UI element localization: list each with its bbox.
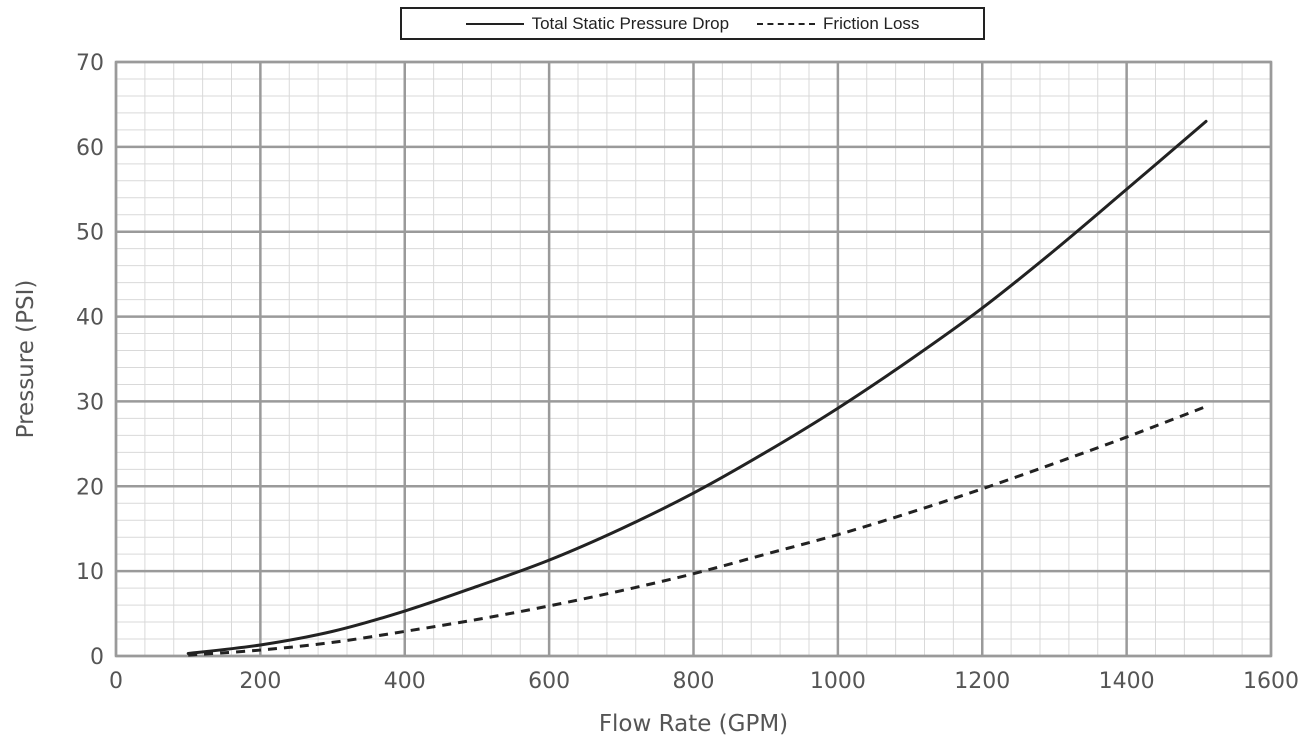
plot-frame xyxy=(114,60,1273,658)
y-tick-label: 30 xyxy=(76,390,104,415)
x-axis-title: Flow Rate (GPM) xyxy=(599,711,788,737)
y-tick-label: 60 xyxy=(76,136,104,161)
legend-item-friction-loss: Friction Loss xyxy=(757,14,919,34)
y-tick-label: 20 xyxy=(76,475,104,500)
legend-item-total-static-pressure-drop: Total Static Pressure Drop xyxy=(465,13,730,34)
y-axis-title: Pressure (PSI) xyxy=(13,280,39,439)
y-tick-label: 0 xyxy=(90,645,104,670)
y-tick-label: 50 xyxy=(76,221,104,246)
series-total-static-pressure-drop-line xyxy=(186,119,1208,655)
x-tick-label: 800 xyxy=(673,669,715,694)
legend-label: Friction Loss xyxy=(823,13,920,33)
x-tick-label: 400 xyxy=(384,669,426,694)
x-tick-label: 1400 xyxy=(1099,669,1155,694)
x-tick-label: 1000 xyxy=(810,669,866,694)
y-tick-label: 70 xyxy=(76,51,104,76)
series-friction-loss-line xyxy=(188,405,1207,657)
x-tick-label: 1200 xyxy=(954,669,1010,694)
legend-label: Total Static Pressure Drop xyxy=(531,13,730,33)
legend-dashed-line-swatch xyxy=(757,22,816,25)
x-tick-label: 0 xyxy=(109,669,123,694)
x-tick-label: 600 xyxy=(528,669,570,694)
legend-solid-line-swatch xyxy=(465,22,524,25)
series-layer xyxy=(186,119,1208,657)
y-tick-label: 40 xyxy=(76,306,104,331)
legend: Total Static Pressure Drop Friction Loss xyxy=(400,7,985,40)
x-tick-label: 200 xyxy=(239,669,281,694)
y-tick-label: 10 xyxy=(76,560,104,585)
x-tick-label: 1600 xyxy=(1243,669,1299,694)
tick-labels: 0 200 400 600 800 1000 1200 1400 1600 0 10 20 30 40 50… xyxy=(76,51,1299,694)
